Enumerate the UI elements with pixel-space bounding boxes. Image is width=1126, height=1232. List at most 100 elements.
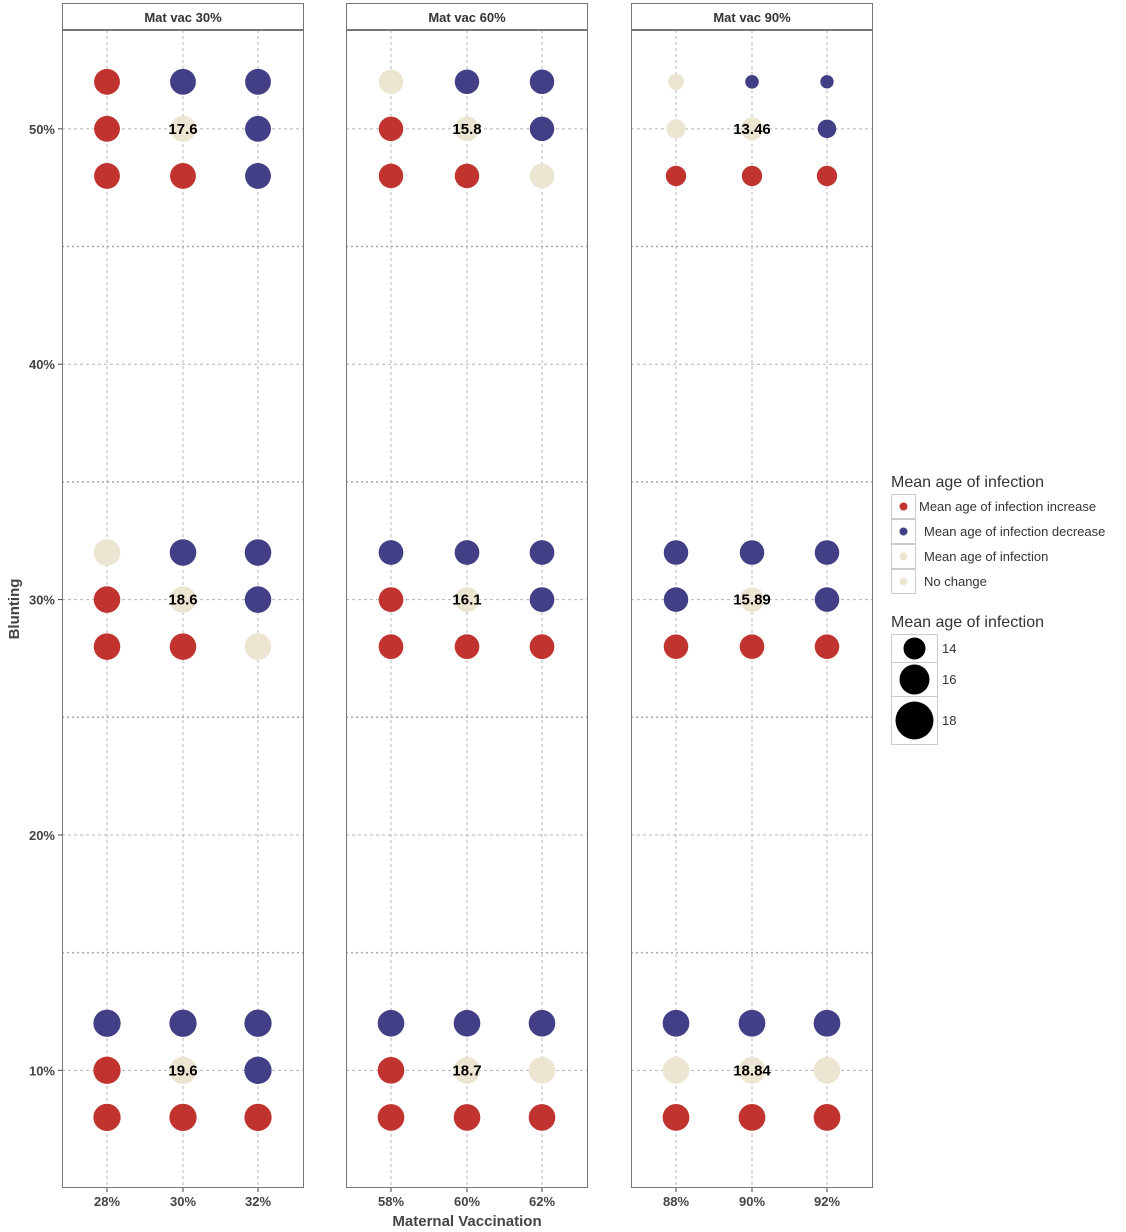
data-point (377, 1056, 405, 1084)
data-point (665, 165, 687, 187)
facet-strip (346, 3, 588, 30)
data-point (529, 587, 555, 612)
legend-label: 14 (942, 641, 956, 656)
legend-label: Mean age of infection increase (919, 499, 1096, 514)
data-point (169, 633, 197, 660)
data-label: 15.89 (733, 592, 771, 609)
legend-label: Mean age of infection (924, 549, 1048, 564)
data-point (378, 634, 404, 660)
data-point (245, 163, 271, 189)
facet-title: Mat vac 60% (428, 10, 506, 25)
data-point (817, 119, 837, 139)
data-point (741, 165, 763, 187)
data-point (666, 119, 686, 139)
x-axis-title: Maternal Vaccination (392, 1213, 541, 1230)
data-point (93, 633, 121, 660)
data-label: 18.84 (733, 1062, 771, 1079)
data-point (740, 117, 764, 141)
data-point (169, 586, 197, 613)
data-point (529, 163, 555, 189)
panel-border (62, 30, 304, 1188)
y-tick-label: 10% (29, 1063, 55, 1078)
data-point (814, 634, 840, 659)
data-label: 17.6 (168, 121, 197, 138)
legend-label: Mean age of infection decrease (924, 524, 1105, 539)
data-point (244, 539, 272, 566)
data-point (93, 586, 121, 613)
data-point (813, 1056, 841, 1084)
data-point (378, 116, 404, 142)
data-point (244, 1009, 272, 1037)
legend: Mean age of infection Mean age of infecti… (891, 474, 1105, 745)
data-point (93, 539, 121, 566)
legend-swatch (899, 527, 908, 536)
data-label: 19.6 (168, 1062, 197, 1079)
data-point (94, 115, 120, 142)
data-label: 15.8 (452, 121, 481, 138)
data-point (738, 1104, 766, 1131)
y-tick-label: 30% (29, 593, 55, 608)
data-point (170, 68, 196, 95)
data-point (453, 1056, 481, 1084)
data-point (378, 163, 404, 189)
data-point (816, 165, 838, 187)
data-point (244, 1056, 272, 1084)
data-label: 13.46 (733, 121, 771, 138)
data-point (663, 587, 689, 612)
data-point (378, 540, 404, 565)
data-point (667, 73, 685, 90)
data-point (169, 1009, 197, 1037)
legend-color-title: Mean age of infection (891, 474, 1044, 491)
data-point (93, 1103, 121, 1132)
x-tick-label: 28% (94, 1194, 120, 1209)
data-point (662, 1009, 690, 1037)
legend-swatch (899, 502, 908, 511)
data-point (813, 1104, 841, 1131)
data-point (454, 69, 480, 95)
data-point (170, 115, 196, 142)
data-point (739, 634, 765, 659)
data-point (529, 540, 555, 565)
panel-border (631, 30, 873, 1188)
data-point (378, 69, 404, 95)
data-point (814, 540, 840, 565)
data-point (663, 540, 689, 565)
data-point (377, 1009, 405, 1037)
data-point (529, 69, 555, 95)
data-point (454, 634, 480, 660)
facet-panel: Mat vac 30% 17.6 18.6 19.6 28% 30% 32% (62, 3, 304, 1209)
legend-size-swatch (895, 701, 934, 740)
data-point (244, 586, 272, 613)
legend-size-title: Mean age of infection (891, 614, 1044, 631)
data-point (454, 116, 480, 142)
facet-panel: Mat vac 90% 13.46 15.89 18.84 88% 90% 92% (631, 3, 873, 1209)
panels-layer: Mat vac 30%17.618.619.628% 30% 32%Mat vac … (62, 3, 873, 1209)
data-label: 18.7 (452, 1062, 481, 1079)
facet-strip (631, 3, 873, 30)
data-point (739, 587, 765, 612)
legend-swatch (899, 577, 908, 586)
data-point (528, 1009, 556, 1037)
data-point (738, 1009, 766, 1037)
data-label: 16.1 (452, 592, 481, 609)
x-tick-label: 58% (378, 1194, 404, 1209)
x-tick-label: 88% (663, 1194, 689, 1209)
y-tick-label: 40% (29, 357, 55, 372)
data-point (529, 116, 555, 142)
data-point (94, 68, 120, 95)
data-point (378, 587, 404, 612)
facet-title: Mat vac 30% (144, 10, 222, 25)
data-point (244, 633, 272, 660)
legend-key (891, 494, 916, 519)
data-point (814, 587, 840, 612)
data-point (93, 1009, 121, 1037)
data-point (244, 1103, 272, 1132)
facet-strip (62, 3, 304, 30)
data-point (528, 1104, 556, 1131)
data-point (93, 1056, 121, 1084)
data-point (813, 1009, 841, 1037)
data-point (453, 1009, 481, 1037)
y-axis-title: Blunting (6, 579, 23, 640)
x-tick-label: 32% (245, 1194, 271, 1209)
x-tick-label: 62% (529, 1194, 555, 1209)
